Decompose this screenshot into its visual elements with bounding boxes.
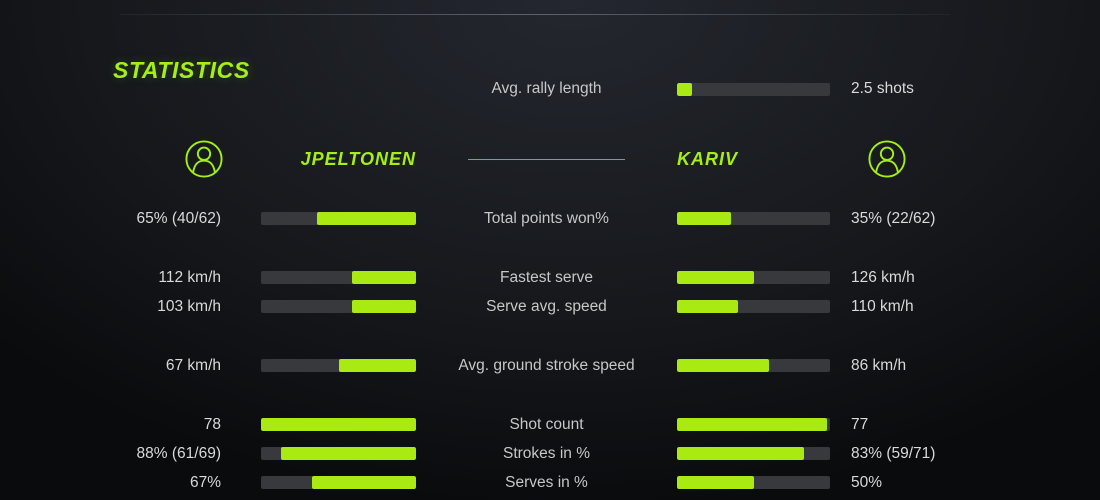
stat-label: Shot count	[509, 415, 584, 433]
left-value: 88% (61/69)	[136, 444, 221, 462]
right-bar-fill	[677, 271, 754, 284]
left-bar-fill	[312, 476, 416, 489]
left-value: 67%	[189, 473, 221, 491]
right-bar	[677, 300, 830, 313]
stat-row-strokes-in: 88% (61/69) Strokes in % 83% (59/71)	[100, 439, 1000, 468]
rally-length-row: Avg. rally length 2.5 shots	[100, 79, 1000, 99]
stat-row-shot-count: 78 Shot count 77	[100, 410, 1000, 439]
right-value: 83% (59/71)	[851, 444, 936, 462]
page-title: STATISTICS	[113, 57, 250, 84]
rally-length-bar	[677, 82, 830, 96]
right-value: 50%	[851, 473, 883, 491]
stat-label: Strokes in %	[502, 444, 590, 462]
right-value: 110 km/h	[851, 297, 914, 315]
player-right-name: KARIV	[677, 148, 739, 169]
stat-row-serves-in: 67% Serves in % 50%	[100, 468, 1000, 497]
right-bar-fill	[677, 418, 827, 431]
stat-label: Serves in %	[505, 473, 588, 491]
right-bar-fill	[677, 476, 754, 489]
right-bar	[677, 447, 830, 460]
left-value: 78	[203, 415, 221, 433]
right-bar	[677, 418, 830, 431]
right-bar-fill	[677, 447, 804, 460]
right-bar	[677, 271, 830, 284]
left-bar-fill	[352, 300, 416, 313]
left-value: 103 km/h	[157, 297, 221, 315]
left-value: 65% (40/62)	[136, 209, 221, 227]
left-bar-fill	[338, 359, 416, 372]
right-value: 35% (22/62)	[851, 209, 936, 227]
left-bar	[261, 212, 416, 225]
stat-label: Avg. ground stroke speed	[458, 356, 635, 374]
header-divider	[120, 14, 950, 15]
stat-row-serve-avg-speed: 103 km/h Serve avg. speed 110 km/h	[100, 292, 1000, 321]
left-bar	[261, 418, 416, 431]
left-bar	[261, 447, 416, 460]
right-bar	[677, 359, 830, 372]
stat-label: Serve avg. speed	[486, 297, 607, 315]
left-bar	[261, 476, 416, 489]
players-row: JPELTONEN KARIV	[100, 139, 1000, 179]
left-bar	[261, 359, 416, 372]
stat-row-total-points: 65% (40/62) Total points won% 35% (22/62…	[100, 204, 1000, 233]
right-value: 126 km/h	[851, 268, 915, 286]
names-divider	[468, 158, 625, 160]
player-left-avatar-icon	[185, 140, 223, 178]
rally-length-bar-fill	[677, 82, 693, 96]
left-bar-fill	[261, 418, 416, 431]
rally-length-label: Avg. rally length	[491, 80, 602, 97]
right-bar-fill	[677, 359, 769, 372]
player-right-avatar-icon	[868, 140, 906, 178]
stats-table: 65% (40/62) Total points won% 35% (22/62…	[100, 204, 1000, 497]
right-bar-fill	[677, 300, 739, 313]
rally-length-value: 2.5 shots	[851, 80, 914, 97]
stat-row-ground-stroke-speed: 67 km/h Avg. ground stroke speed 86 km/h	[100, 351, 1000, 380]
stat-label: Fastest serve	[499, 268, 594, 286]
right-value: 86 km/h	[851, 356, 907, 374]
left-bar-fill	[352, 271, 416, 284]
left-value: 67 km/h	[165, 356, 221, 374]
left-bar	[261, 300, 416, 313]
right-value: 77	[851, 415, 869, 433]
left-value: 112 km/h	[158, 268, 221, 286]
right-bar	[677, 212, 830, 225]
left-bar-fill	[316, 212, 416, 225]
right-bar	[677, 476, 830, 489]
left-bar	[261, 271, 416, 284]
player-left-name: JPELTONEN	[300, 148, 416, 169]
stat-label: Total points won%	[484, 209, 609, 227]
right-bar-fill	[677, 212, 731, 225]
left-bar-fill	[281, 447, 416, 460]
stat-row-fastest-serve: 112 km/h Fastest serve 126 km/h	[100, 263, 1000, 292]
